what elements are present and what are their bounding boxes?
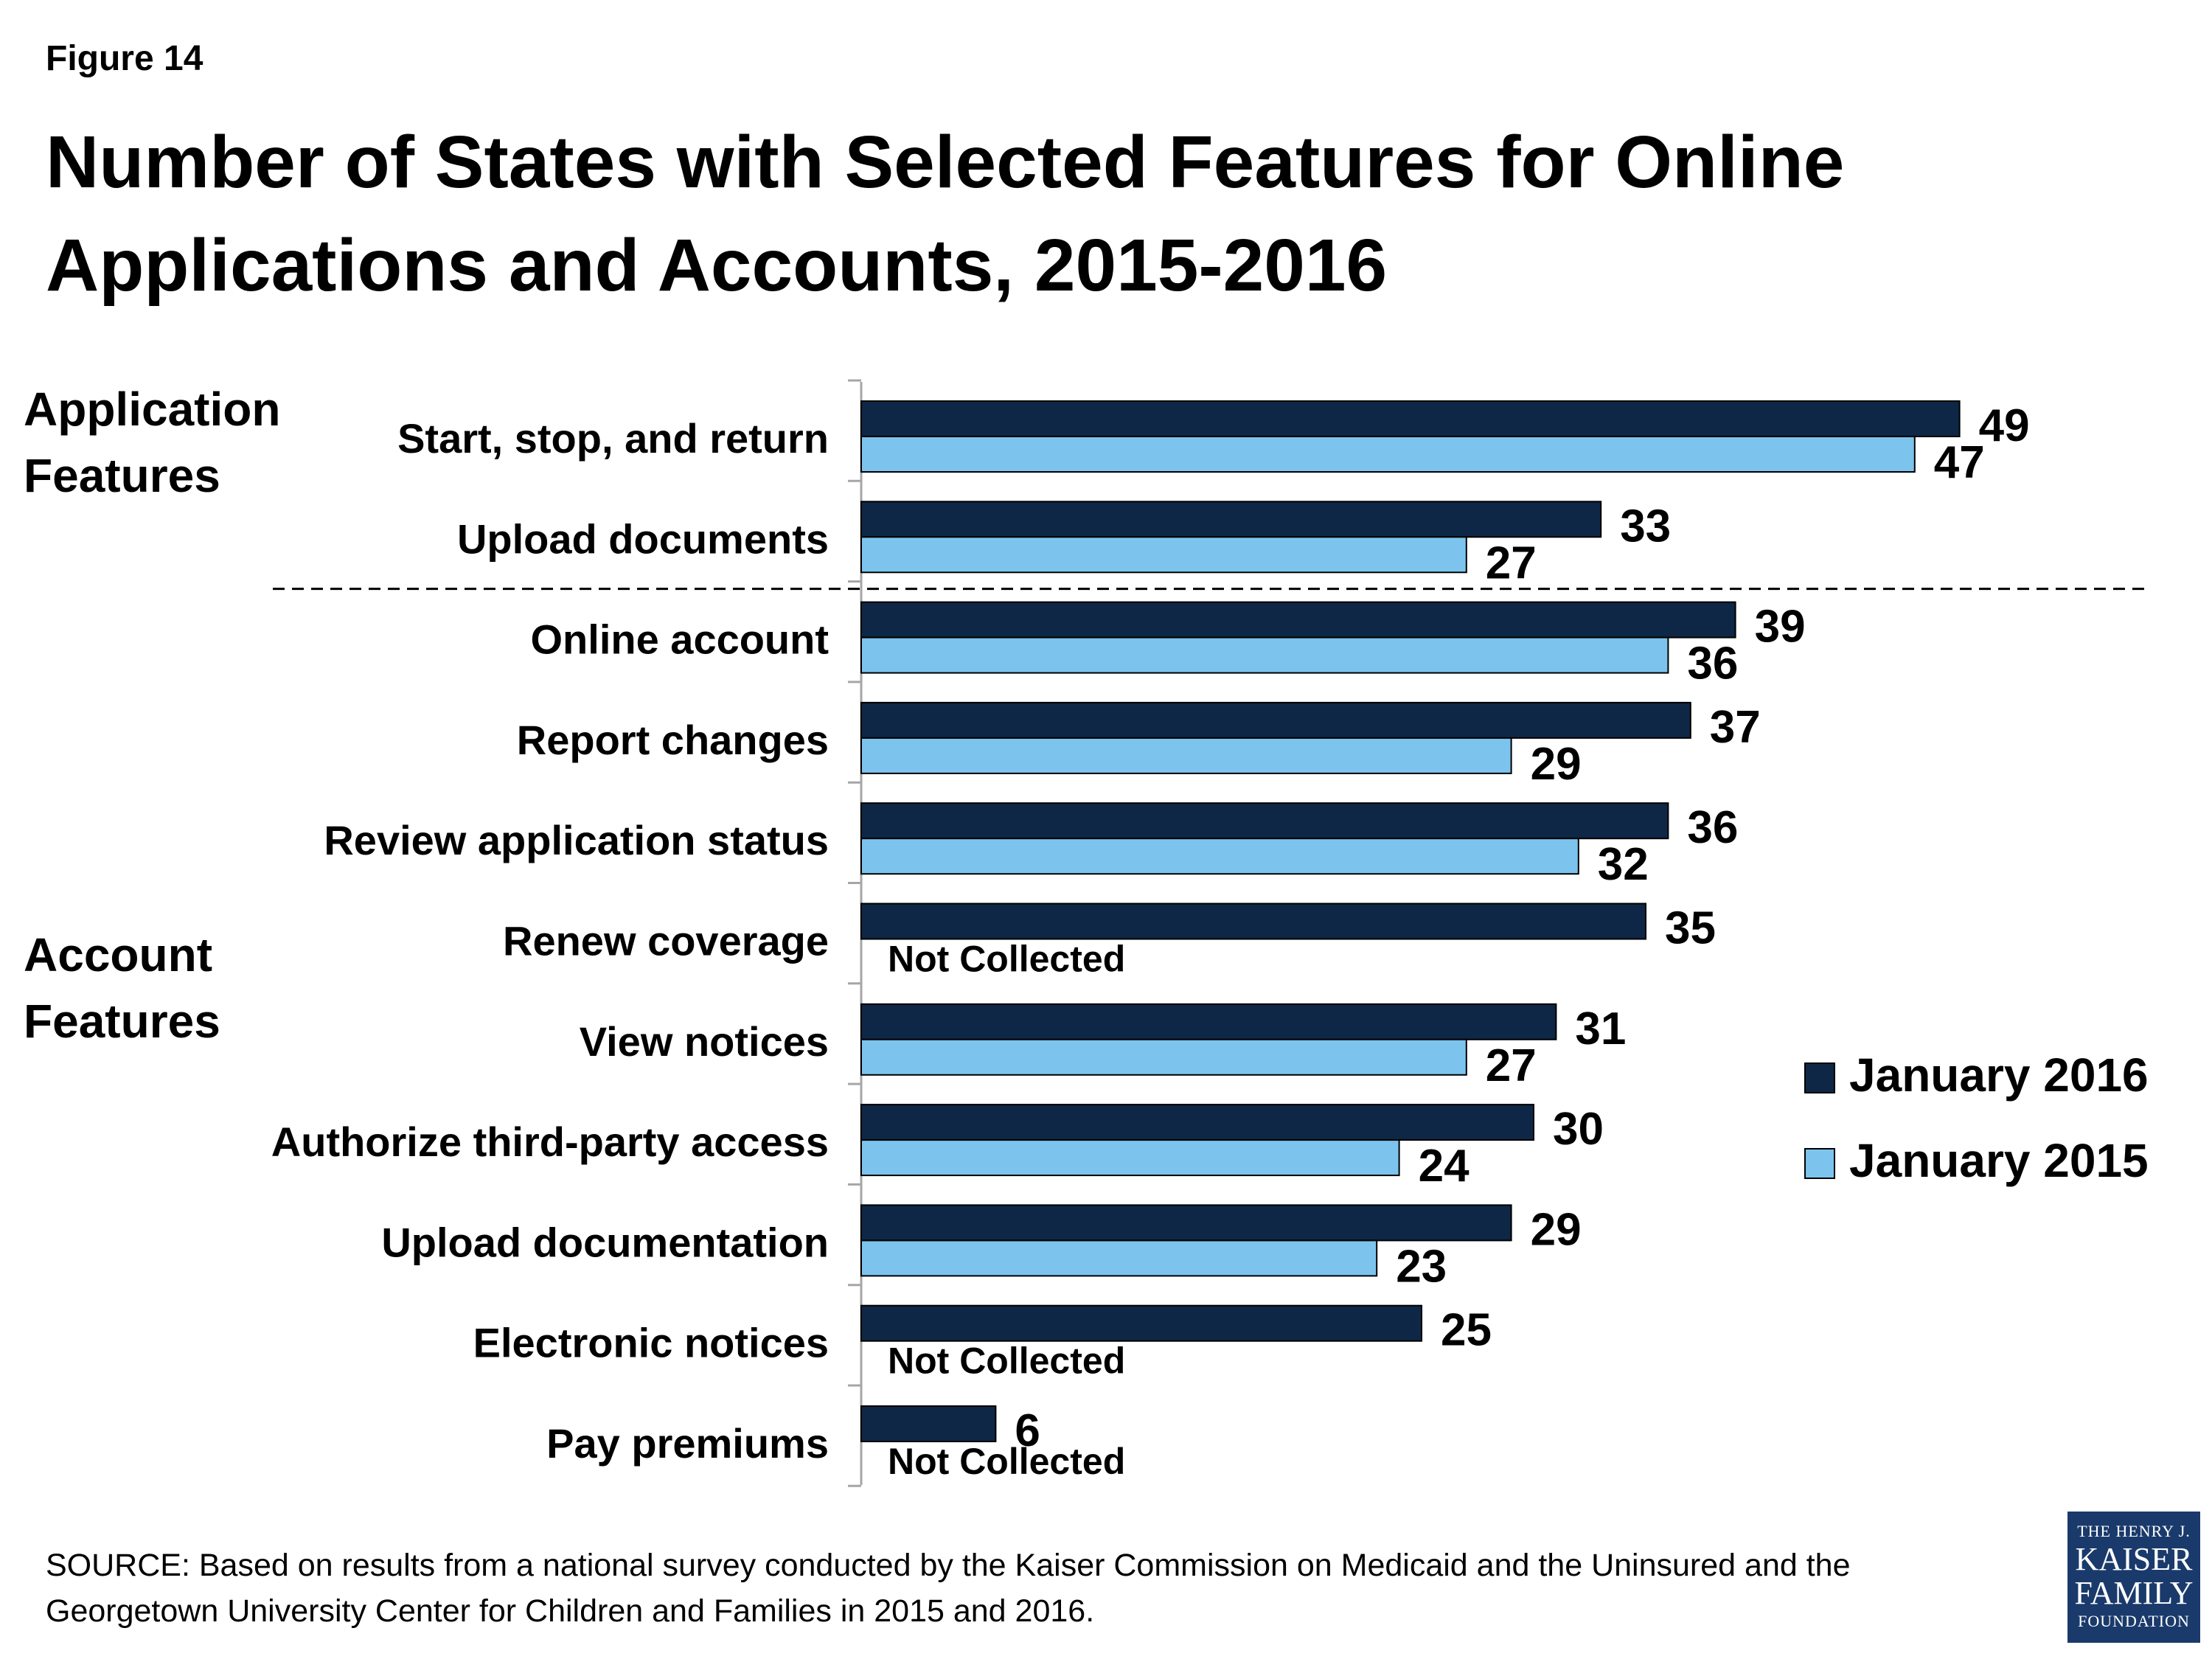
- data-label: 39: [1755, 602, 1806, 653]
- legend-swatch: [1804, 1148, 1835, 1179]
- category-label: Electronic notices: [473, 1320, 829, 1366]
- bar-group: Online account 39 36: [531, 601, 1806, 689]
- bar-jan2015: [860, 436, 1916, 473]
- data-label: 33: [1620, 501, 1671, 552]
- not-collected-label: Not Collected: [888, 1441, 1125, 1482]
- data-label: 27: [1486, 538, 1537, 588]
- logo-line-4: FOUNDATION: [2078, 1612, 2190, 1630]
- chart-title: Number of States with Selected Features …: [46, 121, 1845, 307]
- data-label: 29: [1531, 1204, 1582, 1255]
- data-label: 30: [1553, 1104, 1604, 1155]
- data-label: 6: [1015, 1405, 1040, 1456]
- bar-group: Report changes 37 29: [517, 701, 1761, 790]
- bar-jan2015: [860, 737, 1512, 774]
- data-label: 35: [1665, 903, 1716, 954]
- data-label: 36: [1687, 802, 1738, 853]
- legend-label: January 2015: [1849, 1134, 2149, 1187]
- bar-group: Review application status 36 32: [324, 802, 1738, 890]
- category-label: Pay premiums: [546, 1420, 829, 1467]
- bar-group: Electronic notices 25 Not Collected: [473, 1304, 1492, 1382]
- data-label: 37: [1710, 702, 1761, 753]
- bar-jan2016: [860, 1304, 1422, 1342]
- data-label: 47: [1934, 437, 1985, 488]
- data-label: 32: [1598, 839, 1649, 890]
- bar-group: Upload documentation 29 23: [381, 1204, 1582, 1292]
- category-label: Start, stop, and return: [397, 415, 829, 462]
- bar-jan2016: [860, 601, 1736, 639]
- data-label: 49: [1979, 400, 2030, 451]
- category-label: Authorize third-party access: [271, 1119, 829, 1165]
- bar-jan2015: [860, 838, 1579, 875]
- bar-jan2016: [860, 701, 1691, 739]
- category-label: Upload documents: [457, 515, 829, 562]
- data-label: 36: [1687, 639, 1738, 689]
- data-label: 23: [1396, 1241, 1447, 1292]
- data-label: 24: [1419, 1141, 1470, 1192]
- logo-line-2: KAISER: [2075, 1541, 2193, 1577]
- kff-logo: THE HENRY J. KAISER FAMILY FOUNDATION: [2067, 1512, 2200, 1643]
- data-label: 25: [1441, 1305, 1492, 1356]
- bar-jan2016: [860, 1405, 997, 1442]
- category-label: Online account: [531, 616, 830, 663]
- source-note: SOURCE: Based on results from a national…: [46, 1548, 1851, 1629]
- bar-jan2015: [860, 536, 1467, 574]
- not-collected-label: Not Collected: [888, 1340, 1125, 1382]
- category-label: Report changes: [517, 717, 829, 763]
- category-label: Review application status: [324, 817, 829, 863]
- bar-jan2016: [860, 400, 1961, 437]
- bar-group: View notices 31 27: [580, 1003, 1626, 1091]
- bar-group: Upload documents 33 27: [457, 501, 1671, 588]
- bar-group: Renew coverage 35 Not Collected: [503, 902, 1716, 980]
- data-label: 29: [1531, 739, 1582, 790]
- group-label-application: Application Features: [24, 383, 281, 502]
- bar-jan2016: [860, 902, 1646, 940]
- not-collected-label: Not Collected: [888, 939, 1125, 980]
- data-label: 31: [1575, 1004, 1626, 1054]
- logo-line-1: THE HENRY J.: [2077, 1522, 2191, 1540]
- bar-jan2015: [860, 1239, 1378, 1277]
- bar-jan2016: [860, 802, 1669, 840]
- legend: January 2016 January 2015: [1804, 1048, 2149, 1187]
- bar-jan2015: [860, 636, 1669, 674]
- bar-jan2015: [860, 1038, 1467, 1076]
- category-label: Renew coverage: [503, 918, 829, 964]
- bar-jan2016: [860, 501, 1602, 538]
- category-label: Upload documentation: [381, 1219, 829, 1265]
- bar-jan2015: [860, 1139, 1400, 1177]
- bar-jan2016: [860, 1104, 1534, 1141]
- logo-line-3: FAMILY: [2074, 1575, 2194, 1611]
- bar-group: Authorize third-party access 30 24: [271, 1104, 1604, 1192]
- figure-label: Figure 14: [46, 39, 204, 78]
- legend-swatch: [1804, 1062, 1835, 1093]
- group-label-account: Account Features: [24, 928, 220, 1048]
- bar-jan2016: [860, 1003, 1557, 1040]
- bar-jan2016: [860, 1204, 1512, 1242]
- legend-label: January 2016: [1849, 1048, 2149, 1102]
- category-label: View notices: [580, 1018, 829, 1065]
- data-label: 27: [1486, 1040, 1537, 1091]
